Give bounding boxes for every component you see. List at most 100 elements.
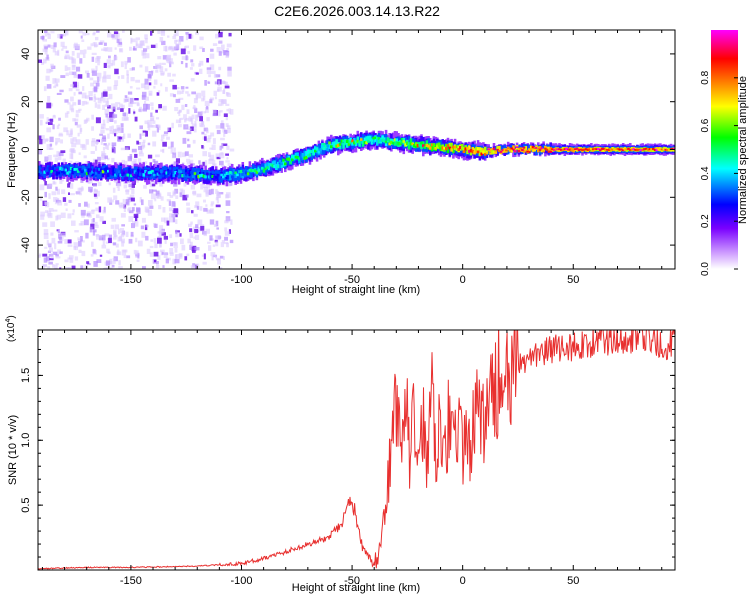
noise-cell [111,264,115,268]
noise-cell [98,235,104,238]
ridge-cell [434,147,437,150]
noise-cell [167,46,171,51]
ridge-cell [160,171,163,178]
ridge-cell [68,165,71,172]
noise-cell [228,32,232,37]
ridge-cell [425,143,429,148]
noise-cell [175,98,181,103]
noise-cell [107,86,112,91]
noise-cell [124,60,128,65]
ridge-cell [531,148,535,152]
x-tick-label: -150 [120,575,142,587]
noise-cell [193,128,197,133]
noise-cell [44,191,47,198]
noise-cell [204,80,207,86]
noise-cell [115,102,118,107]
noise-cell [226,211,230,214]
ridge-cell [326,145,329,152]
noise-cell [47,44,51,48]
ridge-cell [353,137,356,144]
ridge-cell [448,146,452,150]
noise-cell [154,65,157,70]
ridge-cell [349,140,352,144]
ridge-cell [581,148,584,151]
ridge-cell [312,148,315,156]
noise-cell [102,239,105,246]
noise-cell [133,111,136,114]
noise-cell [102,234,106,241]
noise-cell [168,200,171,206]
colorbar-ticks: 0.00.20.40.60.8 [700,70,738,276]
ridge-cell [69,167,73,170]
noise-cell [207,135,212,139]
noise-cell [95,234,100,237]
noise-cell [172,217,176,223]
ridge-cell [338,142,342,146]
ridge-cell [637,148,641,151]
noise-cell [59,251,63,254]
ridge-cell [75,168,78,171]
noise-cell [109,202,113,205]
noise-cell [135,79,140,83]
ridge-cell [354,140,358,144]
noise-cell [138,146,142,151]
noise-cell [171,201,176,207]
noise-cell [157,56,162,60]
noise-cell [69,153,73,159]
noise-cell [150,30,153,36]
ridge-cell [276,165,280,169]
colorbar-label: Normalized spectral amplitude [737,76,749,224]
noise-cell [163,235,168,240]
ridge-cell [200,173,204,177]
noise-cell [69,258,74,263]
ridge-cell [588,148,591,151]
ridge-cell [191,169,195,175]
ridge-cell [384,134,388,144]
noise-cell [93,261,98,267]
noise-cell [221,143,224,149]
noise-cell [92,230,96,236]
noise-cell [219,110,223,113]
noise-cell [129,210,134,214]
ridge-cell [644,147,648,150]
noise-cell [217,258,221,265]
noise-cell [213,90,217,96]
noise-cell [69,255,74,259]
noise-cell [79,58,83,64]
noise-cell [142,53,146,59]
noise-cell [155,70,159,73]
colorbar-tick-label: 0.0 [700,262,711,276]
noise-cell [95,36,99,41]
noise-cell [211,255,214,261]
noise-cell [54,157,59,162]
ridge-cell [167,171,170,175]
noise-cell [89,97,93,101]
noise-cell [90,151,95,154]
noise-cell [189,228,193,233]
noise-cell [93,86,98,91]
ridge-cell [170,174,174,177]
noise-cell [70,138,74,144]
noise-cell [75,44,80,50]
noise-cell [131,223,135,229]
noise-cell [123,133,126,139]
noise-cell [81,101,85,106]
noise-cell [209,154,215,161]
noise-cell [111,145,115,149]
ridge-cell [229,171,232,174]
y-tick-label: 0 [20,146,32,152]
ridge-cell [291,154,294,160]
ridge-cell [275,163,278,168]
noise-cell [200,183,203,190]
noise-cell [205,189,211,195]
ridge-cell [161,166,165,177]
noise-cell [73,74,79,79]
noise-cell [137,158,142,163]
noise-cell [94,102,98,108]
ridge-cell [119,167,122,174]
noise-cell [55,256,61,259]
noise-cell [212,109,217,114]
ridge-cell [278,159,282,163]
noise-cell [137,142,141,145]
noise-cell [178,39,182,45]
